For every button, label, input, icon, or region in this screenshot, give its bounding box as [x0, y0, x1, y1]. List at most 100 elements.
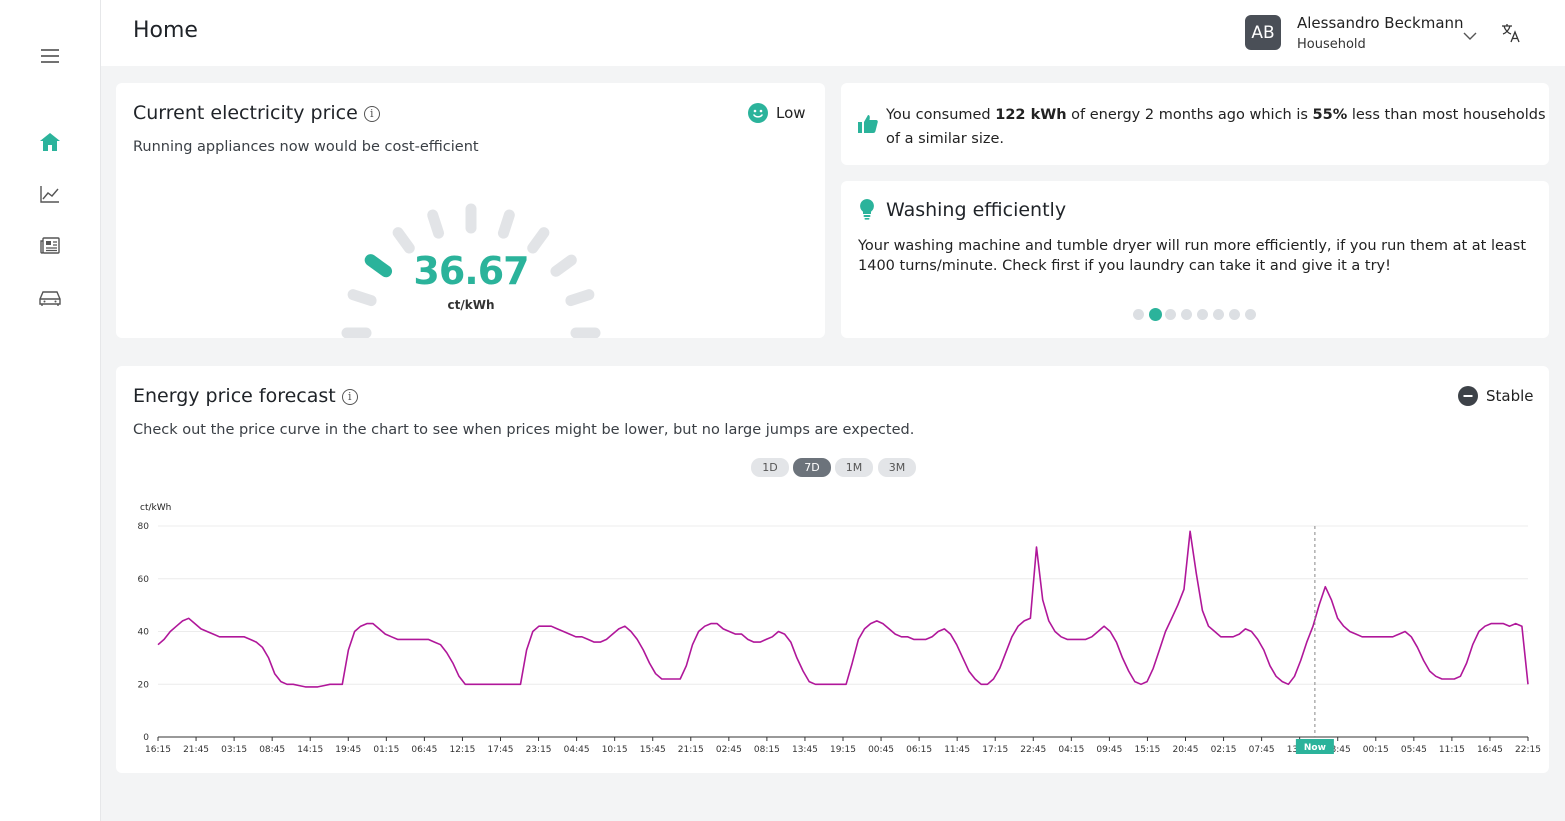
- chart-icon: [40, 186, 59, 203]
- carousel-dot[interactable]: [1165, 309, 1176, 320]
- x-tick-label: 19:15: [830, 745, 856, 755]
- x-tick-label: 04:45: [564, 745, 590, 755]
- x-tick-label: 02:15: [1211, 745, 1237, 755]
- consumption-text: You consumed 122 kWh of energy 2 months …: [886, 107, 1546, 147]
- gauge-segment: [347, 289, 377, 307]
- x-tick-label: 20:45: [1173, 745, 1199, 755]
- current-price-title: Current electricity price i: [133, 102, 380, 124]
- forecast-subtitle: Check out the price curve in the chart t…: [133, 422, 915, 438]
- home-icon: [40, 133, 60, 151]
- current-price-unit: ct/kWh: [447, 298, 495, 312]
- price-level-label: Low: [776, 104, 806, 122]
- x-tick-label: 21:15: [678, 745, 704, 755]
- y-tick-label: 20: [138, 680, 150, 690]
- x-tick-label: 11:45: [944, 745, 970, 755]
- gauge-segment: [527, 227, 550, 254]
- carousel-dot[interactable]: [1197, 309, 1208, 320]
- chevron-down-icon[interactable]: [1463, 26, 1477, 45]
- x-tick-label: 10:15: [602, 745, 628, 755]
- x-tick-label: 19:45: [335, 745, 361, 755]
- y-axis-label: ct/kWh: [140, 503, 171, 513]
- x-tick-label: 09:45: [1096, 745, 1122, 755]
- x-tick-label: 22:15: [1515, 745, 1541, 755]
- info-icon[interactable]: i: [363, 106, 380, 122]
- price-series-line: [157, 530, 1529, 688]
- menu-icon[interactable]: [38, 44, 62, 68]
- trend-badge: Stable: [1458, 386, 1534, 406]
- x-tick-label: 06:15: [906, 745, 932, 755]
- carousel-dot[interactable]: [1149, 308, 1162, 321]
- x-tick-label: 17:15: [982, 745, 1008, 755]
- y-tick-label: 80: [138, 522, 150, 532]
- sidebar-item-statistics[interactable]: [38, 182, 62, 206]
- lightbulb-icon: [860, 199, 874, 220]
- x-tick-label: 06:45: [411, 745, 437, 755]
- range-button-3m[interactable]: 3M: [878, 458, 916, 477]
- x-tick-label: 15:45: [640, 745, 666, 755]
- consumption-card: You consumed 122 kWh of energy 2 months …: [841, 83, 1549, 165]
- gauge-segment: [427, 209, 445, 239]
- x-tick-label: 00:15: [1363, 745, 1389, 755]
- x-tick-label: 18:45: [1325, 745, 1351, 755]
- x-tick-label: 12:15: [449, 745, 475, 755]
- page-title: Home: [133, 18, 198, 43]
- gauge-segment-active: [364, 254, 393, 278]
- x-tick-label: 13:45: [792, 745, 818, 755]
- tip-card: Washing efficiently Your washing machine…: [841, 181, 1549, 338]
- carousel-dot[interactable]: [1245, 309, 1256, 320]
- translate-icon[interactable]: [1499, 21, 1523, 49]
- x-tick-label: 08:45: [259, 745, 285, 755]
- news-icon: [40, 237, 60, 254]
- current-price-card: Current electricity price i Running appli…: [116, 83, 825, 338]
- carousel-dot[interactable]: [1133, 309, 1144, 320]
- gauge-segment: [497, 209, 515, 239]
- range-button-1d[interactable]: 1D: [751, 458, 789, 477]
- x-tick-label: 22:45: [1020, 745, 1046, 755]
- sidebar-item-vehicle[interactable]: [38, 286, 62, 310]
- x-tick-label: 01:15: [373, 745, 399, 755]
- gauge-segment: [392, 227, 415, 254]
- gauge-segment: [550, 254, 577, 277]
- sidebar: [0, 0, 101, 821]
- current-price-value: 36.67: [413, 249, 529, 293]
- user-name[interactable]: Alessandro Beckmann: [1297, 14, 1464, 32]
- now-marker-badge: [1295, 739, 1334, 754]
- trend-label: Stable: [1486, 387, 1534, 405]
- x-tick-label: 03:15: [221, 745, 247, 755]
- current-price-subtitle: Running appliances now would be cost-eff…: [133, 139, 479, 155]
- price-level-badge: Low: [748, 103, 806, 123]
- range-button-1m[interactable]: 1M: [835, 458, 873, 477]
- sidebar-item-news[interactable]: [38, 234, 62, 258]
- y-tick-label: 0: [143, 733, 149, 743]
- tip-text: Your washing machine and tumble dryer wi…: [858, 238, 1527, 274]
- car-icon: [39, 291, 61, 306]
- x-tick-label: 14:15: [297, 745, 323, 755]
- x-tick-label: 07:45: [1249, 745, 1275, 755]
- price-gauge: [341, 203, 601, 338]
- avatar[interactable]: AB: [1245, 15, 1281, 50]
- thumbs-up-icon: [858, 115, 878, 133]
- carousel-dot[interactable]: [1213, 309, 1224, 320]
- x-tick-label: 11:15: [1439, 745, 1465, 755]
- minus-circle-icon: [1458, 386, 1478, 406]
- x-tick-label: 17:45: [488, 745, 514, 755]
- carousel-dot[interactable]: [1181, 309, 1192, 320]
- tip-title: Washing efficiently: [886, 199, 1067, 221]
- x-tick-label: 05:45: [1401, 745, 1427, 755]
- sidebar-item-home[interactable]: [38, 130, 62, 154]
- now-marker-label: Now: [1304, 743, 1326, 753]
- x-tick-label: 08:15: [754, 745, 780, 755]
- y-tick-label: 60: [138, 575, 150, 585]
- smiley-icon: [748, 103, 768, 123]
- x-tick-label: 23:15: [526, 745, 552, 755]
- x-tick-label: 02:45: [716, 745, 742, 755]
- range-button-7d[interactable]: 7D: [793, 458, 831, 477]
- x-tick-label: 21:45: [183, 745, 209, 755]
- y-tick-label: 40: [138, 628, 150, 638]
- top-bar: Home AB Alessandro Beckmann Household: [101, 0, 1565, 66]
- x-tick-label: 04:15: [1058, 745, 1084, 755]
- carousel-dot[interactable]: [1229, 309, 1240, 320]
- info-icon[interactable]: i: [341, 389, 358, 405]
- x-tick-label: 16:45: [1477, 745, 1503, 755]
- user-role: Household: [1297, 37, 1366, 52]
